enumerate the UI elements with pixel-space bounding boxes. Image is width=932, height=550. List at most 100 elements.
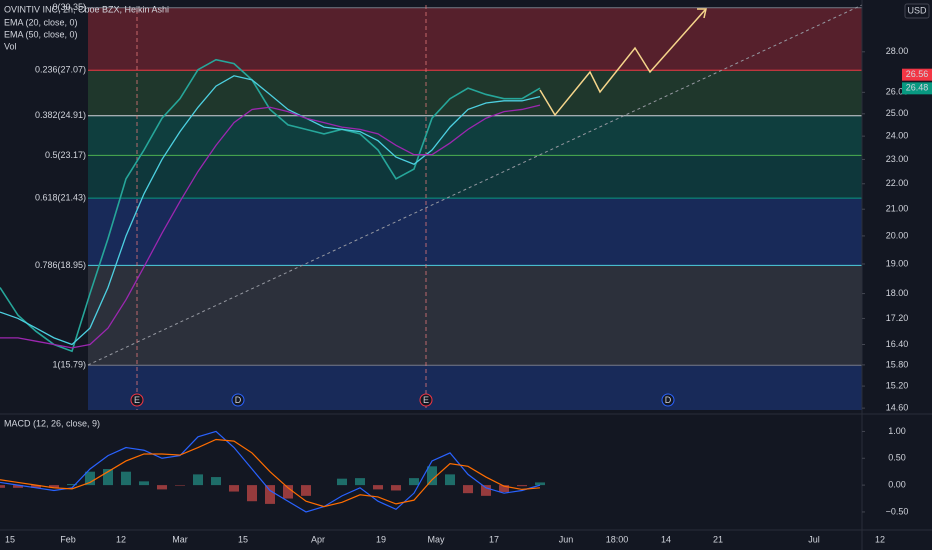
- event-marker: [661, 393, 675, 407]
- fib-label: 0(30.35): [52, 2, 86, 12]
- macd-line: [0, 438, 541, 508]
- macd-tick-label: −0.50: [886, 506, 909, 516]
- histogram-bar: [229, 485, 239, 492]
- histogram-bar: [211, 477, 221, 486]
- x-tick-label: 18:00: [606, 534, 629, 544]
- price-tag: [902, 68, 932, 81]
- projection: [539, 9, 706, 117]
- event-marker: [130, 393, 144, 407]
- x-tick-label: 17: [489, 534, 499, 544]
- x-tick-label: Jun: [559, 534, 574, 544]
- currency-box[interactable]: [904, 3, 930, 19]
- histogram-bar: [13, 485, 23, 488]
- fib-zone: [88, 155, 862, 199]
- fib-zone: [88, 7, 862, 71]
- macd-title: MACD (12, 26, close, 9): [4, 418, 100, 428]
- y-tick-label: 15.80: [886, 359, 909, 369]
- macd-tick-label: 0.50: [888, 453, 906, 463]
- price-tag-label: 26.48: [906, 83, 929, 93]
- x-tick-label: 21: [713, 534, 723, 544]
- histogram-bar: [391, 485, 401, 491]
- macd-tick-label: 0.00: [888, 479, 906, 489]
- y-tick-label: 22.00: [886, 178, 909, 188]
- x-tick-label: Jul: [808, 534, 820, 544]
- x-tick-label: 14: [661, 534, 671, 544]
- histogram-bar: [463, 485, 473, 494]
- price-line: [0, 58, 541, 353]
- trendline: [87, 4, 863, 366]
- fib-label: 0.786(18.95): [35, 260, 86, 270]
- x-tick-label: Feb: [60, 534, 76, 544]
- histogram-bar: [499, 485, 509, 493]
- y-tick-label: 18.00: [886, 288, 909, 298]
- histogram-bar: [157, 485, 167, 490]
- indicator: Vol: [4, 41, 17, 51]
- fib-label: 0.382(24.91): [35, 110, 86, 120]
- fib-zone: [88, 365, 862, 410]
- histogram-bar: [445, 474, 455, 486]
- histogram-bar: [427, 466, 437, 486]
- x-tick-label: 12: [116, 534, 126, 544]
- x-tick-label: May: [427, 534, 445, 544]
- histogram-bar: [31, 485, 41, 488]
- fib-label: 0.5(23.17): [45, 150, 86, 160]
- event-marker: [419, 393, 433, 407]
- x-tick-label: 15: [238, 534, 248, 544]
- fib-zone: [88, 265, 862, 366]
- event-label: E: [423, 395, 429, 405]
- fib-zone: [88, 115, 862, 156]
- histogram-bar: [247, 485, 257, 502]
- histogram-bar: [193, 474, 203, 486]
- projection-arrow: [697, 8, 707, 19]
- indicator: EMA (20, close, 0): [4, 17, 78, 27]
- currency[interactable]: USD: [907, 5, 927, 15]
- histogram-bar: [265, 485, 275, 504]
- histogram-bar: [481, 485, 491, 496]
- y-tick-label: 17.20: [886, 313, 909, 323]
- event-marker: [231, 393, 245, 407]
- histogram-bar: [337, 478, 347, 486]
- histogram-bar: [301, 485, 311, 496]
- y-tick-label: 15.20: [886, 380, 909, 390]
- price-tag-label: 26.56: [906, 69, 929, 79]
- histogram-bar: [0, 485, 5, 488]
- histogram-bar: [535, 482, 545, 486]
- x-tick-label: 15: [5, 534, 15, 544]
- histogram-bar: [121, 471, 131, 486]
- title: OVINTIV INC, 2h, Cboe BZX, Heikin Ashi: [4, 4, 169, 14]
- histogram-bar: [139, 481, 149, 486]
- histogram-bar: [409, 478, 419, 486]
- ema-line: [0, 75, 541, 346]
- y-tick-label: 19.00: [886, 258, 909, 268]
- histogram-bar: [517, 485, 527, 487]
- fib-zones: 0(30.35) 0.236(27.07) 0.382(24.91) 0.5(23.1…: [35, 2, 862, 410]
- histogram-bar: [103, 469, 113, 486]
- y-tick-label: 23.00: [886, 154, 909, 164]
- y-tick-label: 25.00: [886, 108, 909, 118]
- y-tick-label: 16.40: [886, 339, 909, 349]
- y-tick-label: 20.00: [886, 230, 909, 240]
- histogram-bar: [67, 484, 77, 486]
- x-tick-label: Apr: [311, 534, 325, 544]
- event-label: D: [665, 395, 672, 405]
- histogram-bar: [355, 478, 365, 486]
- indicator: EMA (50, close, 0): [4, 29, 78, 39]
- x-tick-label: 19: [376, 534, 386, 544]
- y-tick-label: 14.60: [886, 402, 909, 412]
- histogram-bar: [175, 485, 185, 486]
- y-tick-label: 24.00: [886, 131, 909, 141]
- macd-tick-label: 1.00: [888, 426, 906, 436]
- fib-label: 1(15.79): [52, 360, 86, 370]
- ema-line: [0, 104, 541, 349]
- event-label: D: [235, 395, 242, 405]
- x-tick-label: 12: [875, 534, 885, 544]
- histogram-bar: [85, 471, 95, 486]
- event-label: E: [134, 395, 140, 405]
- fib-label: 0.618(21.43): [35, 192, 86, 202]
- y-tick-label: 26.00: [886, 87, 909, 97]
- fib-zone: [88, 198, 862, 266]
- fib-label: 0.236(27.07): [35, 65, 86, 75]
- price-tag: [902, 82, 932, 95]
